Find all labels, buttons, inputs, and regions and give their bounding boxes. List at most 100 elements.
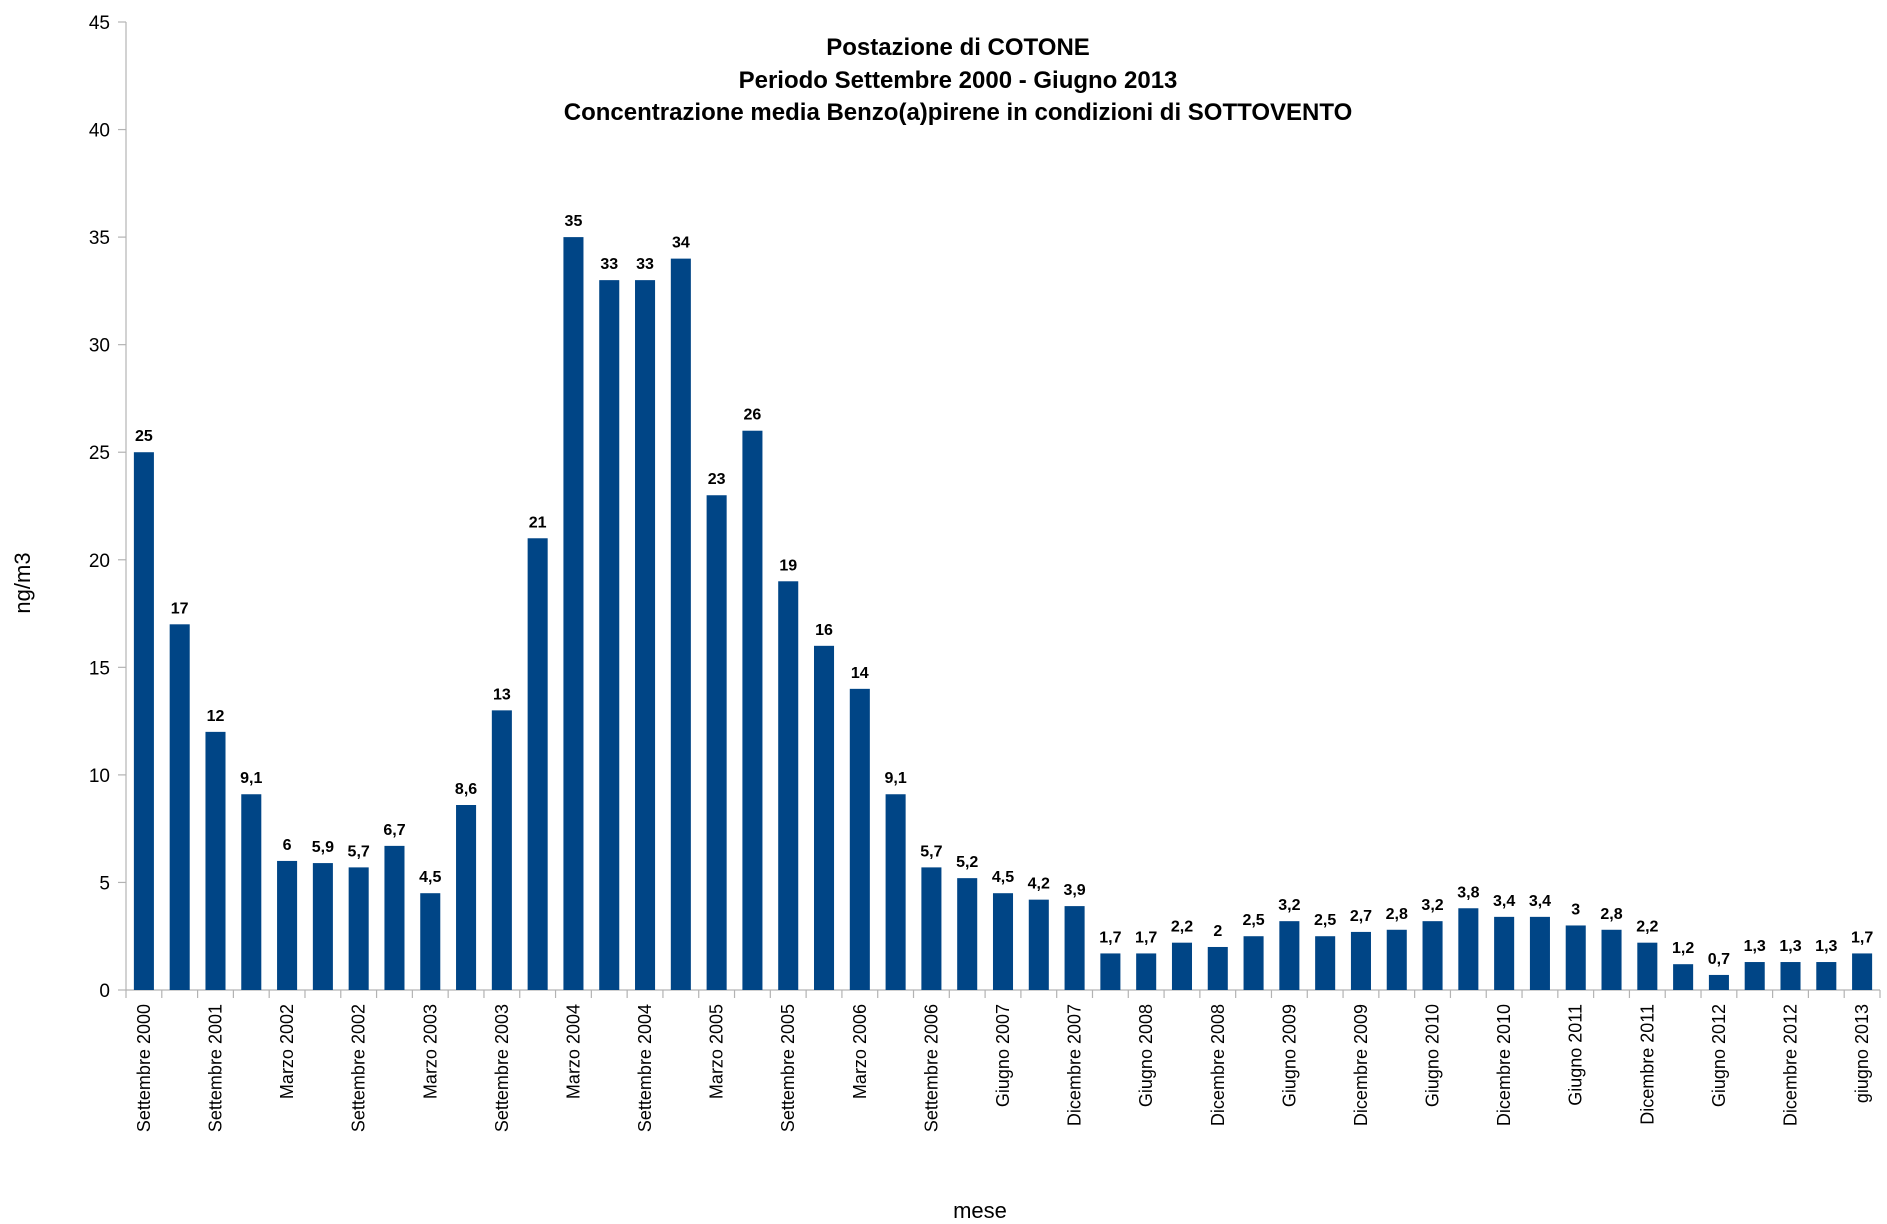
data-label: 3,4	[1493, 893, 1515, 910]
bar	[205, 731, 226, 990]
bar	[599, 280, 620, 991]
bar	[1243, 936, 1264, 990]
bar	[1494, 916, 1515, 990]
bar	[957, 878, 978, 990]
x-tick-label: Marzo 2002	[277, 1004, 297, 1099]
x-tick-label: Settembre 2002	[349, 1004, 369, 1132]
x-tick-label: Marzo 2006	[850, 1004, 870, 1099]
y-tick-label: 35	[89, 228, 110, 249]
y-tick-label: 30	[89, 336, 110, 357]
data-label: 1,7	[1135, 929, 1157, 946]
x-tick-label: Settembre 2006	[921, 1004, 941, 1132]
data-label: 6	[283, 837, 292, 854]
bar	[1315, 936, 1336, 990]
x-tick-label: Giugno 2010	[1423, 1004, 1443, 1107]
data-label: 2,8	[1386, 906, 1408, 923]
y-tick-label: 25	[89, 443, 110, 464]
x-tick-label: Settembre 2004	[635, 1004, 655, 1132]
data-label: 1,7	[1099, 929, 1121, 946]
bar	[1350, 931, 1371, 990]
bar	[312, 863, 333, 990]
bar	[1816, 962, 1837, 990]
y-axis-label: ng/m3	[10, 552, 35, 613]
bar	[456, 805, 477, 990]
data-label: 8,6	[455, 781, 477, 798]
bar	[921, 867, 942, 990]
data-label: 5,9	[312, 839, 334, 856]
data-label: 2,5	[1242, 912, 1264, 929]
data-label: 2,7	[1350, 908, 1372, 925]
data-label: 3,8	[1457, 884, 1479, 901]
data-label: 4,5	[992, 869, 1014, 886]
bar	[420, 893, 441, 990]
bar	[1207, 946, 1228, 990]
y-tick-label: 10	[89, 766, 110, 787]
bar	[1028, 899, 1049, 990]
bar	[1601, 929, 1622, 990]
data-label: 4,2	[1028, 876, 1050, 893]
bar	[169, 624, 190, 990]
chart-title-line-3: Concentrazione media Benzo(a)pirene in c…	[564, 99, 1353, 126]
data-label: 6,7	[383, 822, 405, 839]
x-tick-label: Marzo 2005	[707, 1004, 727, 1099]
data-label: 4,5	[419, 869, 441, 886]
bar	[849, 688, 870, 990]
data-label: 1,3	[1779, 938, 1801, 955]
bar	[1386, 929, 1407, 990]
x-tick-label: Dicembre 2007	[1065, 1004, 1085, 1126]
x-tick-label: Giugno 2007	[993, 1004, 1013, 1107]
data-label: 2,5	[1314, 912, 1336, 929]
x-tick-label: Marzo 2004	[563, 1004, 583, 1099]
x-tick-label: Dicembre 2012	[1781, 1004, 1801, 1126]
bar	[742, 430, 763, 990]
bar	[133, 452, 154, 990]
data-label: 35	[565, 213, 583, 230]
bar	[813, 645, 835, 990]
data-label: 1,2	[1672, 940, 1694, 957]
data-label: 34	[672, 235, 690, 252]
x-tick-label: Giugno 2009	[1279, 1004, 1299, 1107]
bar	[778, 581, 799, 990]
chart-title-line-2: Periodo Settembre 2000 - Giugno 2013	[739, 67, 1178, 94]
data-label: 19	[779, 557, 797, 574]
data-label: 33	[600, 256, 618, 273]
x-tick-label: Settembre 2001	[205, 1004, 225, 1132]
data-label: 3	[1571, 901, 1580, 918]
data-label: 33	[636, 256, 654, 273]
data-label: 25	[135, 428, 153, 445]
bar	[277, 860, 298, 990]
data-label: 5,7	[348, 843, 370, 860]
bar	[706, 495, 727, 990]
bar	[1529, 916, 1550, 990]
data-label: 12	[207, 708, 225, 725]
data-label: 14	[851, 665, 869, 682]
x-tick-label: giugno 2013	[1852, 1004, 1872, 1103]
bar	[1637, 942, 1658, 990]
bar	[563, 237, 584, 991]
bar	[1780, 962, 1801, 990]
x-tick-label: Giugno 2011	[1566, 1004, 1586, 1106]
y-axis: 0 5 10 15 20 25 30 35 40 45	[89, 13, 127, 1002]
x-tick-label: Giugno 2008	[1136, 1004, 1156, 1107]
bar	[992, 893, 1014, 990]
y-tick-label: 0	[99, 981, 110, 1002]
bar	[1458, 908, 1479, 990]
bar	[1100, 953, 1121, 990]
x-tick-label: Giugno 2012	[1709, 1004, 1729, 1107]
data-label: 3,4	[1529, 893, 1551, 910]
data-label: 3,2	[1421, 897, 1443, 914]
bar	[1565, 925, 1586, 990]
bar	[1279, 921, 1300, 990]
bar	[1136, 953, 1157, 990]
bar	[1064, 906, 1085, 990]
data-label: 2,2	[1171, 919, 1193, 936]
bars	[133, 237, 1873, 991]
bar	[885, 794, 906, 990]
bar	[670, 258, 691, 991]
chart-title-line-1: Postazione di COTONE	[826, 34, 1090, 61]
data-label: 3,2	[1278, 897, 1300, 914]
x-tick-label: Dicembre 2010	[1494, 1004, 1514, 1126]
bar	[491, 710, 512, 990]
